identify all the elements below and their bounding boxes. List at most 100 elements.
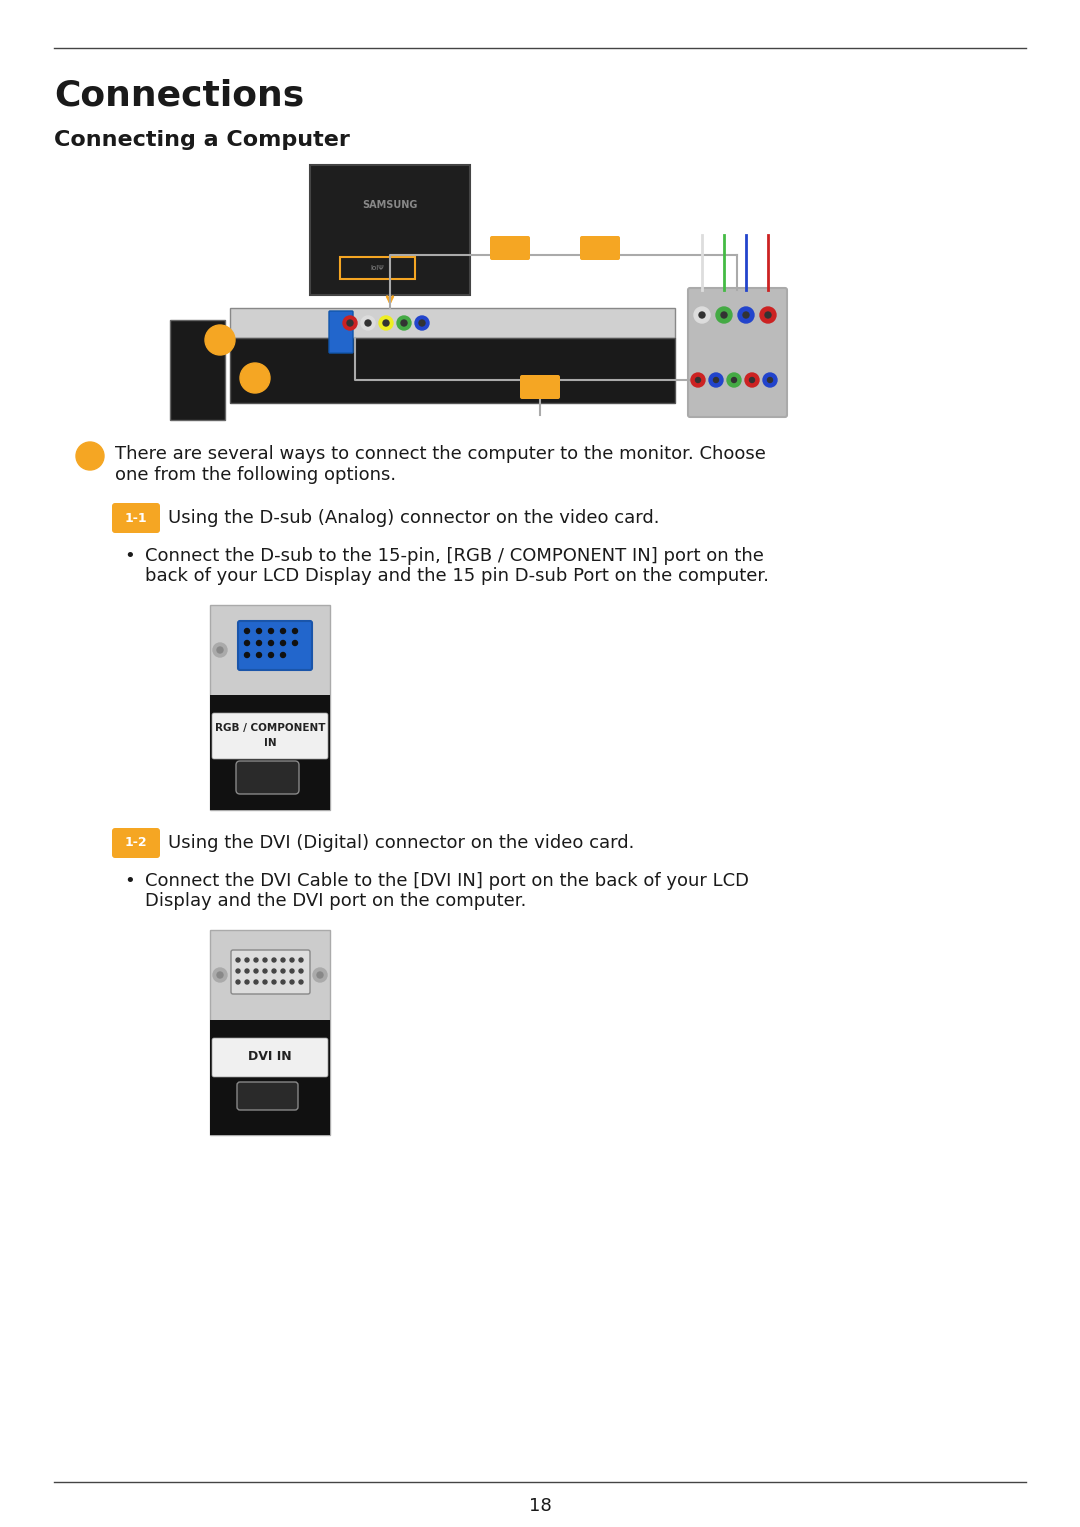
Text: 1-2: 1-2 [530,382,550,392]
Circle shape [765,312,771,318]
FancyBboxPatch shape [212,1038,328,1077]
Circle shape [691,373,705,386]
Circle shape [379,316,393,330]
Text: Using the D-sub (Analog) connector on the video card.: Using the D-sub (Analog) connector on th… [168,508,660,527]
Circle shape [281,970,285,973]
Text: RGB / COMPONENT: RGB / COMPONENT [215,722,325,733]
Circle shape [244,640,249,646]
FancyBboxPatch shape [580,237,620,260]
Text: There are several ways to connect the computer to the monitor. Choose
one from t: There are several ways to connect the co… [114,444,766,484]
Circle shape [205,325,235,354]
Circle shape [299,970,303,973]
FancyBboxPatch shape [688,289,787,417]
Circle shape [727,373,741,386]
Text: 2: 2 [251,371,259,385]
FancyBboxPatch shape [230,308,675,337]
FancyBboxPatch shape [210,1020,330,1135]
Circle shape [293,640,297,646]
Text: •: • [124,547,135,565]
Circle shape [745,373,759,386]
Text: Display and the DVI port on the computer.: Display and the DVI port on the computer… [145,892,526,910]
Circle shape [237,970,240,973]
FancyBboxPatch shape [329,312,353,353]
Text: 1-3: 1-3 [590,243,610,253]
FancyBboxPatch shape [519,376,561,399]
Text: 1-1: 1-1 [124,512,147,524]
Circle shape [768,377,772,382]
Circle shape [743,312,750,318]
Circle shape [237,957,240,962]
Text: lolΨ: lolΨ [370,266,383,270]
FancyBboxPatch shape [230,337,675,403]
FancyBboxPatch shape [237,760,299,794]
Circle shape [245,970,249,973]
Circle shape [313,968,327,982]
Circle shape [738,307,754,324]
Circle shape [397,316,411,330]
Circle shape [361,316,375,330]
Text: 3: 3 [216,333,225,347]
FancyBboxPatch shape [231,950,310,994]
Circle shape [240,363,270,392]
FancyBboxPatch shape [170,321,225,420]
Circle shape [281,980,285,983]
Text: Connections: Connections [54,78,305,111]
Circle shape [272,980,276,983]
Circle shape [419,321,426,325]
Circle shape [269,652,273,658]
Circle shape [244,629,249,634]
Circle shape [762,373,777,386]
Circle shape [281,957,285,962]
FancyBboxPatch shape [112,828,160,858]
Circle shape [365,321,372,325]
Circle shape [281,629,285,634]
Circle shape [257,652,261,658]
Circle shape [281,640,285,646]
Circle shape [699,312,705,318]
Circle shape [245,980,249,983]
Text: back of your LCD Display and the 15 pin D-sub Port on the computer.: back of your LCD Display and the 15 pin … [145,567,769,585]
Text: IN: IN [264,738,276,748]
FancyBboxPatch shape [490,237,530,260]
FancyBboxPatch shape [210,605,330,809]
Circle shape [257,629,261,634]
Circle shape [716,307,732,324]
Circle shape [293,629,297,634]
Circle shape [291,957,294,962]
Circle shape [237,980,240,983]
Circle shape [217,973,222,977]
Text: Connecting a Computer: Connecting a Computer [54,130,350,150]
Text: 1: 1 [85,449,94,463]
Text: 1-1: 1-1 [500,243,521,253]
Circle shape [299,980,303,983]
Circle shape [257,640,261,646]
Circle shape [213,968,227,982]
Circle shape [217,647,222,654]
FancyBboxPatch shape [310,165,470,295]
FancyBboxPatch shape [112,502,160,533]
FancyBboxPatch shape [210,930,330,1135]
Circle shape [254,970,258,973]
Circle shape [696,377,701,382]
Circle shape [213,643,227,657]
Circle shape [291,970,294,973]
Text: SAMSUNG: SAMSUNG [362,200,418,211]
Circle shape [272,957,276,962]
Circle shape [272,970,276,973]
Text: Connect the DVI Cable to the [DVI IN] port on the back of your LCD: Connect the DVI Cable to the [DVI IN] po… [145,872,750,890]
Circle shape [750,377,755,382]
Text: DVI IN: DVI IN [248,1051,292,1063]
Circle shape [401,321,407,325]
Circle shape [264,957,267,962]
Circle shape [264,970,267,973]
Circle shape [264,980,267,983]
Circle shape [245,957,249,962]
Circle shape [269,640,273,646]
Circle shape [694,307,710,324]
Circle shape [415,316,429,330]
Circle shape [318,973,323,977]
Circle shape [708,373,723,386]
Circle shape [343,316,357,330]
Circle shape [76,441,104,470]
Text: 18: 18 [528,1496,552,1515]
